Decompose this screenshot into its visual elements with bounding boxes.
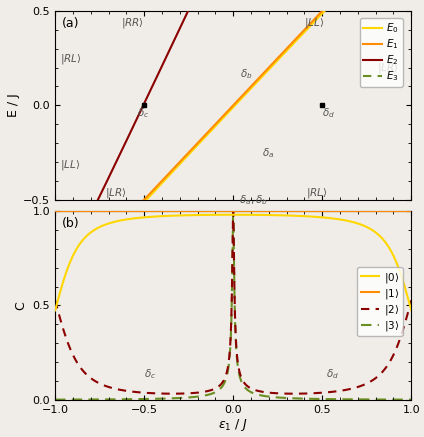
Text: $\delta_c$: $\delta_c$ — [144, 368, 156, 381]
Legend: $E_0$, $E_1$, $E_2$, $E_3$: $E_0$, $E_1$, $E_2$, $E_3$ — [360, 18, 402, 87]
Text: $\delta_d$: $\delta_d$ — [322, 106, 335, 120]
Text: $|LL\rangle$: $|LL\rangle$ — [61, 158, 81, 172]
Text: $\delta_d$: $\delta_d$ — [326, 368, 339, 381]
Text: $|RL\rangle$: $|RL\rangle$ — [61, 52, 82, 66]
Text: $|LR\rangle$: $|LR\rangle$ — [105, 186, 127, 200]
Text: $\delta_b$: $\delta_b$ — [240, 67, 253, 81]
Text: $\delta_a$: $\delta_a$ — [262, 146, 274, 160]
Text: $|LR\rangle$: $|LR\rangle$ — [377, 61, 399, 75]
Y-axis label: E / J: E / J — [8, 94, 20, 117]
Text: (a): (a) — [62, 17, 80, 30]
Legend: $|0\rangle$, $|1\rangle$, $|2\rangle$, $|3\rangle$: $|0\rangle$, $|1\rangle$, $|2\rangle$, $… — [357, 267, 402, 336]
Y-axis label: C: C — [14, 301, 27, 310]
Text: $|RL\rangle$: $|RL\rangle$ — [306, 186, 328, 200]
Text: (b): (b) — [62, 217, 80, 230]
Text: $\delta_a, \delta_b$: $\delta_a, \delta_b$ — [239, 194, 268, 207]
Text: $|LL\rangle$: $|LL\rangle$ — [304, 16, 325, 30]
Text: $\delta_c$: $\delta_c$ — [137, 106, 149, 120]
Text: $|RR\rangle$: $|RR\rangle$ — [121, 16, 144, 30]
X-axis label: $\varepsilon_1$ / $J$: $\varepsilon_1$ / $J$ — [218, 417, 248, 434]
